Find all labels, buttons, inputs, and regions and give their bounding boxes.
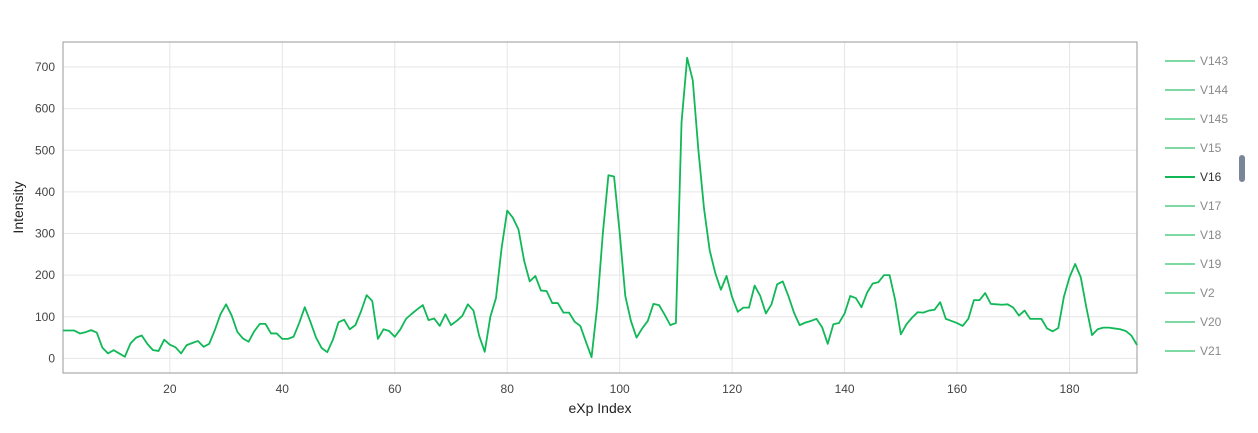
- legend-scrollbar[interactable]: [1239, 155, 1245, 182]
- legend-item-v20[interactable]: V20: [1165, 315, 1222, 329]
- legend-label: V15: [1200, 141, 1222, 155]
- legend-item-v19[interactable]: V19: [1165, 257, 1222, 271]
- y-tick-label: 700: [35, 60, 55, 74]
- legend-label: V143: [1200, 54, 1228, 68]
- x-tick-label: 60: [388, 382, 402, 396]
- legend-item-v16[interactable]: V16: [1165, 170, 1222, 184]
- legend-label: V21: [1200, 344, 1222, 358]
- legend: V143 V144 V145 V15 V16 V17 V18 V19 V2 V20 V21: [1165, 54, 1228, 358]
- legend-label: V18: [1200, 228, 1222, 242]
- y-tick-label: 600: [35, 102, 55, 116]
- legend-label: V17: [1200, 199, 1222, 213]
- legend-item-v144[interactable]: V144: [1165, 83, 1228, 97]
- legend-label: V16: [1200, 170, 1222, 184]
- legend-item-v2[interactable]: V2: [1165, 286, 1215, 300]
- y-tick-labels: 0 100 200 300 400 500 600 700: [35, 60, 55, 365]
- x-gridlines: [169, 42, 1071, 373]
- legend-item-v143[interactable]: V143: [1165, 54, 1228, 68]
- x-tick-label: 20: [163, 382, 177, 396]
- y-tick-label: 0: [48, 351, 55, 365]
- x-tick-label: 40: [276, 382, 290, 396]
- legend-item-v18[interactable]: V18: [1165, 228, 1222, 242]
- plot-area-frame: [62, 41, 1138, 374]
- x-tick-labels: 20 40 60 80 100 120 140 160 180: [163, 382, 1080, 396]
- y-tick-label: 300: [35, 227, 55, 241]
- y-gridlines: [63, 66, 1137, 359]
- legend-item-v17[interactable]: V17: [1165, 199, 1222, 213]
- legend-label: V20: [1200, 315, 1222, 329]
- legend-label: V145: [1200, 112, 1228, 126]
- legend-label: V2: [1200, 286, 1215, 300]
- y-tick-label: 200: [35, 268, 55, 282]
- legend-item-v15[interactable]: V15: [1165, 141, 1222, 155]
- legend-label: V19: [1200, 257, 1222, 271]
- y-tick-label: 500: [35, 143, 55, 157]
- legend-label: V144: [1200, 83, 1228, 97]
- y-axis-title: Intensity: [10, 181, 26, 233]
- x-tick-label: 100: [610, 382, 630, 396]
- legend-item-v21[interactable]: V21: [1165, 344, 1222, 358]
- x-tick-label: 180: [1060, 382, 1080, 396]
- x-tick-label: 160: [947, 382, 967, 396]
- y-tick-label: 100: [35, 310, 55, 324]
- y-tick-label: 400: [35, 185, 55, 199]
- series-line-v16: [63, 56, 1138, 359]
- x-axis-title: eXp Index: [568, 400, 631, 416]
- x-tick-label: 120: [722, 382, 742, 396]
- x-tick-label: 140: [835, 382, 855, 396]
- series-layer: [63, 56, 1138, 359]
- legend-item-v145[interactable]: V145: [1165, 112, 1228, 126]
- x-tick-label: 80: [501, 382, 515, 396]
